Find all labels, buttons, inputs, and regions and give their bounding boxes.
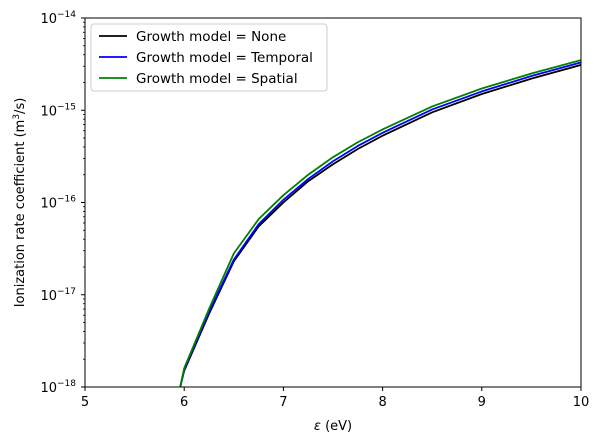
y-tick-label: 10−17 — [40, 287, 76, 304]
y-axis-title: Ionization rate coefficient (m3/s) — [12, 98, 28, 308]
series-layer — [179, 59, 581, 387]
y-tick-exponent: −18 — [57, 379, 76, 389]
y-axis-title-prefix: Ionization rate coefficient (m — [13, 120, 28, 308]
y-tick-base: 10 — [40, 381, 57, 396]
y-axis-title-sup: 3 — [12, 114, 22, 120]
y-tick-exponent: −14 — [57, 10, 76, 20]
y-tick-label: 10−16 — [40, 195, 76, 212]
x-axis-unit: (eV) — [325, 419, 352, 434]
legend-label-spatial: Growth model = Spatial — [136, 71, 298, 87]
y-tick-exponent: −16 — [57, 195, 76, 205]
y-tick-base: 10 — [40, 289, 57, 304]
legend-label-temporal: Growth model = Temporal — [136, 50, 313, 66]
y-tick-label: 10−18 — [40, 379, 76, 396]
y-tick-base: 10 — [40, 12, 57, 27]
x-tick-label: 9 — [478, 395, 486, 410]
y-tick-label: 10−15 — [40, 102, 76, 119]
y-axis-title-suffix: /s) — [13, 98, 28, 114]
y-tick-base: 10 — [40, 197, 57, 212]
series-line-temporal — [179, 61, 581, 387]
series-line-spatial — [179, 59, 581, 387]
y-tick-label: 10−14 — [40, 10, 76, 27]
x-axis-symbol: ε — [314, 419, 321, 434]
legend-box — [90, 23, 328, 92]
legend: Growth model = None Growth model = Tempo… — [90, 23, 328, 92]
legend-label-none: Growth model = None — [136, 29, 286, 45]
x-tick-label: 6 — [180, 395, 188, 410]
y-tick-exponent: −15 — [57, 102, 76, 112]
x-axis-title: ε (eV) — [314, 419, 352, 434]
x-tick-label: 8 — [378, 395, 386, 410]
x-tick-label: 10 — [573, 395, 590, 410]
x-tick-label: 7 — [279, 395, 287, 410]
x-tick-label: 5 — [81, 395, 89, 410]
y-tick-exponent: −17 — [57, 287, 76, 297]
y-tick-base: 10 — [40, 104, 57, 119]
